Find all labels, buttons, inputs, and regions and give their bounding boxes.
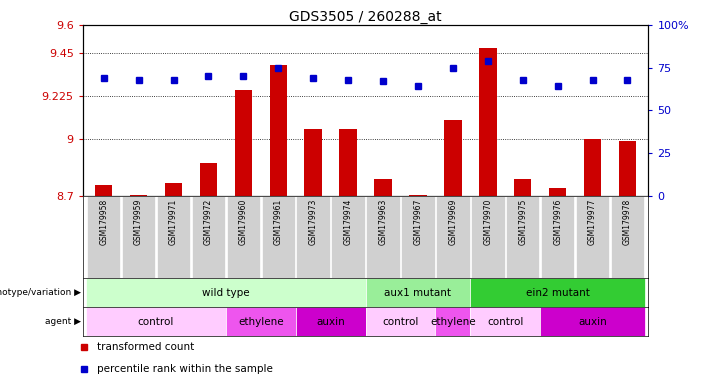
Bar [374,179,392,196]
Text: aux1 mutant: aux1 mutant [384,288,451,298]
Text: GSM179973: GSM179973 [308,198,318,245]
Text: GSM179978: GSM179978 [623,198,632,245]
Text: auxin: auxin [578,316,607,327]
Text: GSM179959: GSM179959 [134,198,143,245]
Text: transformed count: transformed count [97,342,194,352]
Bar [401,196,435,278]
Bar [130,195,147,196]
Bar [366,278,470,307]
Bar [619,141,637,196]
Bar [470,278,645,307]
Text: GSM179960: GSM179960 [239,198,248,245]
Text: GSM179974: GSM179974 [343,198,353,245]
Text: control: control [138,316,175,327]
Bar [576,196,609,278]
Bar [157,196,190,278]
Bar [235,89,252,196]
Bar [444,120,461,196]
Bar [366,196,400,278]
Bar [436,196,470,278]
Bar [86,307,226,336]
Bar [165,184,182,196]
Bar [514,179,531,196]
Bar [86,278,366,307]
Bar [332,196,365,278]
Text: control: control [382,316,418,327]
Text: auxin: auxin [316,316,345,327]
Bar [470,307,540,336]
Bar [226,196,260,278]
Text: GSM179977: GSM179977 [588,198,597,245]
Text: control: control [487,316,524,327]
Bar [261,196,295,278]
Text: GSM179976: GSM179976 [553,198,562,245]
Text: ethylene: ethylene [238,316,284,327]
Bar [409,195,427,196]
Text: ethylene: ethylene [430,316,476,327]
Bar [611,196,644,278]
Bar [191,196,225,278]
Text: GSM179970: GSM179970 [483,198,492,245]
Text: agent ▶: agent ▶ [45,317,81,326]
Bar [584,139,601,196]
Bar [479,48,496,196]
Bar [95,185,112,196]
Bar [296,307,366,336]
Bar [226,307,296,336]
Bar [549,188,566,196]
Bar [304,129,322,196]
Text: ein2 mutant: ein2 mutant [526,288,590,298]
Bar [471,196,505,278]
Bar [122,196,156,278]
Text: GSM179958: GSM179958 [99,198,108,245]
Text: GSM179963: GSM179963 [379,198,388,245]
Text: percentile rank within the sample: percentile rank within the sample [97,364,273,374]
Text: GSM179969: GSM179969 [449,198,457,245]
Text: GSM179975: GSM179975 [518,198,527,245]
Title: GDS3505 / 260288_at: GDS3505 / 260288_at [290,10,442,24]
Text: wild type: wild type [202,288,250,298]
Bar [297,196,330,278]
Bar [506,196,540,278]
Text: GSM179971: GSM179971 [169,198,178,245]
Bar [87,196,121,278]
Bar [270,65,287,196]
Text: GSM179967: GSM179967 [414,198,423,245]
Bar [200,162,217,196]
Bar [339,129,357,196]
Text: GSM179972: GSM179972 [204,198,213,245]
Bar [540,307,645,336]
Bar [541,196,574,278]
Text: GSM179961: GSM179961 [274,198,283,245]
Text: genotype/variation ▶: genotype/variation ▶ [0,288,81,297]
Bar [435,307,470,336]
Bar [366,307,435,336]
